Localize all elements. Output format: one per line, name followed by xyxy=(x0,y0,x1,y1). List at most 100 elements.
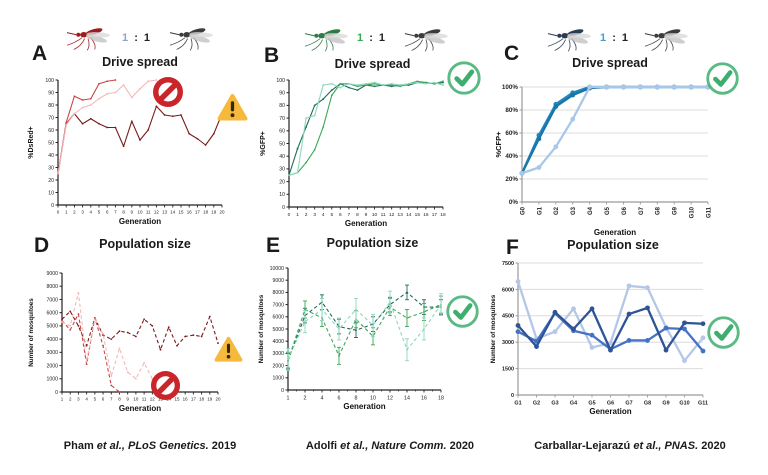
svg-text:17: 17 xyxy=(195,210,201,215)
panel-letter-f: F xyxy=(506,236,519,259)
svg-text:12: 12 xyxy=(154,210,160,215)
citation-year: 2019 xyxy=(211,440,237,452)
ratio-drive-count: 1 xyxy=(122,32,130,44)
ratio-wild-count: 1 xyxy=(378,32,387,44)
citation-etal: et al., xyxy=(96,440,128,452)
svg-text:18: 18 xyxy=(203,210,209,215)
svg-text:6: 6 xyxy=(338,395,341,401)
svg-text:50: 50 xyxy=(279,141,285,147)
svg-text:8: 8 xyxy=(355,395,358,401)
citation-etal: et al., xyxy=(633,440,665,452)
svg-text:14: 14 xyxy=(404,395,410,401)
svg-text:G7: G7 xyxy=(625,400,632,406)
svg-text:60%: 60% xyxy=(505,130,518,137)
svg-text:60: 60 xyxy=(279,129,285,135)
svg-text:6000: 6000 xyxy=(502,287,514,293)
svg-text:G8: G8 xyxy=(644,400,651,406)
svg-text:100: 100 xyxy=(276,78,285,84)
panel-letter-c: C xyxy=(504,42,520,65)
svg-text:1: 1 xyxy=(61,397,64,402)
prohibited-icon xyxy=(152,76,184,108)
release-ratio-label: 1 : 1 xyxy=(357,32,387,44)
svg-text:3: 3 xyxy=(81,210,84,215)
svg-text:8000: 8000 xyxy=(46,284,58,290)
svg-text:0: 0 xyxy=(51,203,54,209)
citation-author: Pham xyxy=(63,440,97,452)
panel-d-title: Population size xyxy=(99,237,191,251)
svg-text:G2: G2 xyxy=(533,400,540,406)
svg-text:5: 5 xyxy=(330,212,333,218)
svg-text:20%: 20% xyxy=(505,176,518,183)
svg-text:G3: G3 xyxy=(551,400,558,406)
svg-text:10: 10 xyxy=(137,210,143,215)
svg-text:12: 12 xyxy=(389,212,395,218)
svg-text:G1: G1 xyxy=(514,400,521,406)
citation-author: Adolfi xyxy=(305,440,341,452)
svg-text:2: 2 xyxy=(305,212,308,218)
svg-text:15: 15 xyxy=(178,210,184,215)
svg-text:G11: G11 xyxy=(698,400,708,406)
ratio-drive-count: 1 xyxy=(357,32,365,44)
svg-text:4: 4 xyxy=(322,212,325,218)
svg-text:16: 16 xyxy=(183,397,189,402)
citation-carballar: Carballar-Lejarazú et al., PNAS. 2020 xyxy=(500,440,760,452)
svg-text:0: 0 xyxy=(55,390,58,396)
svg-text:11: 11 xyxy=(146,210,151,215)
svg-text:14: 14 xyxy=(170,210,176,215)
svg-text:G11: G11 xyxy=(706,206,712,218)
svg-text:3: 3 xyxy=(313,212,316,218)
wildtype-mosquito-icon xyxy=(400,21,452,53)
svg-text:80: 80 xyxy=(48,103,54,109)
svg-text:0: 0 xyxy=(281,388,284,394)
checkmark-icon xyxy=(445,294,480,329)
citation-journal: Nature Comm. xyxy=(371,440,450,452)
ratio-drive-count: 1 xyxy=(600,32,608,44)
panel-c-title: Drive spread xyxy=(572,56,648,70)
svg-text:0: 0 xyxy=(288,212,291,218)
panel-a-title: Drive spread xyxy=(102,55,178,69)
svg-text:G8: G8 xyxy=(656,206,662,215)
svg-text:G5: G5 xyxy=(588,400,595,406)
svg-text:30: 30 xyxy=(279,167,285,173)
svg-text:40: 40 xyxy=(48,153,54,159)
svg-text:G1: G1 xyxy=(537,206,543,215)
svg-text:18: 18 xyxy=(199,397,205,402)
citation-year: 2020 xyxy=(449,440,475,452)
svg-text:17: 17 xyxy=(191,397,197,402)
warning-icon xyxy=(214,336,243,363)
svg-text:9: 9 xyxy=(126,397,129,402)
wildtype-mosquito-icon xyxy=(640,21,692,53)
svg-text:G4: G4 xyxy=(570,400,577,406)
drive-mosquito-icon xyxy=(543,21,595,53)
citation-author: Carballar-Lejarazú xyxy=(534,440,634,452)
svg-text:3000: 3000 xyxy=(502,340,514,346)
svg-text:16: 16 xyxy=(187,210,193,215)
svg-text:15: 15 xyxy=(415,212,421,218)
svg-text:14: 14 xyxy=(406,212,412,218)
svg-text:4500: 4500 xyxy=(502,314,514,320)
svg-text:16: 16 xyxy=(423,212,429,218)
svg-text:0: 0 xyxy=(57,210,60,215)
svg-text:3000: 3000 xyxy=(46,350,58,356)
svg-text:6: 6 xyxy=(102,397,105,402)
svg-text:5000: 5000 xyxy=(46,324,58,330)
svg-text:13: 13 xyxy=(162,210,168,215)
svg-text:8: 8 xyxy=(118,397,121,402)
svg-text:13: 13 xyxy=(398,212,404,218)
svg-text:3: 3 xyxy=(77,397,80,402)
svg-text:7: 7 xyxy=(110,397,113,402)
svg-text:5000: 5000 xyxy=(272,327,284,333)
svg-text:7000: 7000 xyxy=(272,302,284,308)
svg-text:16: 16 xyxy=(421,395,427,401)
svg-text:1: 1 xyxy=(296,212,299,218)
panel-f-title: Population size xyxy=(567,238,659,252)
svg-text:3000: 3000 xyxy=(272,351,284,357)
citation-adolfi: Adolfi et al., Nature Comm. 2020 xyxy=(280,440,500,452)
drive-mosquito-icon xyxy=(300,21,352,53)
checkmark-icon xyxy=(706,315,741,350)
citation-pham: Pham et al., PLoS Genetics. 2019 xyxy=(30,440,270,452)
svg-text:4: 4 xyxy=(85,397,88,402)
svg-text:1: 1 xyxy=(65,210,68,215)
